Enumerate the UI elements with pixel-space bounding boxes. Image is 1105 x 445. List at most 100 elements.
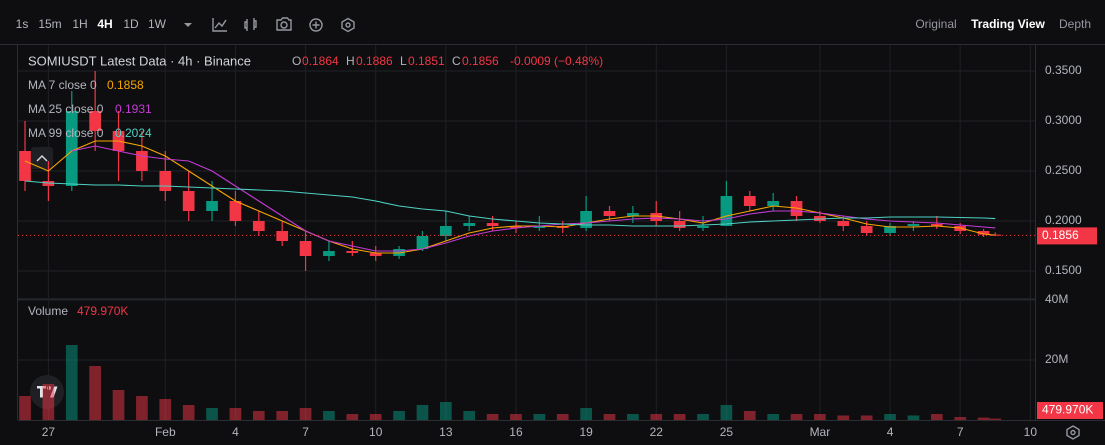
volume-bar (884, 414, 896, 420)
x-tick-label: Feb (155, 425, 176, 439)
collapse-button[interactable] (31, 147, 53, 169)
candle-body (884, 226, 896, 233)
candle-body (463, 223, 476, 226)
volume-bar (182, 405, 195, 420)
candle-body (439, 226, 452, 236)
x-tick-label: 10 (369, 425, 383, 439)
volume-bar (229, 408, 242, 420)
volume-bar (159, 399, 172, 420)
candle-body (767, 201, 779, 206)
volume-bar (416, 405, 429, 420)
volume-bar (533, 414, 546, 420)
x-tick-label: 10 (1024, 425, 1038, 439)
candle-icon[interactable] (244, 18, 257, 31)
interval-button[interactable]: 1W (148, 17, 167, 31)
x-tick-label: 7 (302, 425, 309, 439)
x-tick-label: 25 (720, 425, 734, 439)
x-tick-label: 19 (579, 425, 593, 439)
candle-body (580, 211, 592, 228)
ohlc-value: 0.1851 (408, 54, 445, 68)
volume-bar (393, 411, 405, 420)
volume-bar (697, 414, 709, 420)
candle-body (65, 111, 78, 186)
y-tick-label: 0.3000 (1045, 113, 1082, 127)
volume-bar (369, 414, 382, 420)
volume-bar (837, 415, 850, 420)
camera-icon[interactable] (276, 17, 292, 31)
volume-bar (206, 408, 218, 420)
volume-tick-label: 40M (1045, 292, 1068, 306)
ohlc-key: O (292, 54, 301, 68)
view-tab[interactable]: Depth (1059, 17, 1091, 31)
volume-tick-label: 20M (1045, 352, 1068, 366)
y-tick-label: 0.3500 (1045, 63, 1082, 77)
view-tab[interactable]: Trading View (971, 17, 1045, 31)
volume-bar (323, 411, 335, 420)
add-icon[interactable] (309, 18, 323, 32)
ohlc-value: 0.1864 (302, 54, 339, 68)
candle-body (323, 251, 335, 256)
volume-bar (136, 396, 148, 420)
volume-bar (790, 414, 803, 420)
candle-body (627, 213, 639, 216)
interval-button[interactable]: 15m (38, 17, 61, 31)
last-volume-label: 479.970K (1042, 403, 1093, 417)
candle-body (837, 221, 850, 226)
volume-bar (112, 390, 125, 420)
interval-dropdown[interactable] (184, 23, 192, 27)
legend-name: MA 7 close 0 (28, 78, 97, 92)
candle-body (860, 226, 873, 233)
candle-body (603, 211, 616, 216)
volume-bar (299, 408, 312, 420)
candle-body (276, 231, 289, 241)
interval-button[interactable]: 1H (72, 17, 87, 31)
candle-body (486, 223, 499, 226)
candle-body (650, 213, 663, 221)
candle-body (136, 151, 148, 171)
volume-bar (767, 414, 779, 420)
interval-button[interactable]: 1s (16, 17, 29, 31)
ohlc-key: L (400, 54, 407, 68)
price-change: -0.0009 (−0.48%) (510, 54, 603, 68)
indicator-icon[interactable] (212, 18, 227, 32)
ohlc-key: H (346, 54, 355, 68)
volume-title: Volume (28, 304, 68, 318)
x-tick-label: 7 (957, 425, 964, 439)
candle-body (533, 226, 546, 228)
toolbar-icons (184, 17, 355, 33)
view-tab[interactable]: Original (915, 17, 956, 31)
volume-bar (276, 411, 289, 420)
volume-bar (19, 396, 31, 420)
legend-value: 0.1931 (115, 102, 152, 116)
legend-name: MA 99 close 0 (28, 126, 104, 140)
candle-body (252, 221, 265, 231)
legend-value: 0.1858 (107, 78, 144, 92)
candle-body (697, 226, 709, 228)
volume-bar (743, 411, 756, 420)
volume-bar (580, 408, 592, 420)
volume-bar (603, 414, 616, 420)
settings-icon[interactable] (341, 17, 355, 33)
ohlc-key: C (452, 54, 461, 68)
x-tick-label: 13 (439, 425, 453, 439)
y-tick-label: 0.2000 (1045, 213, 1082, 227)
ohlc-value: 0.1856 (462, 54, 499, 68)
volume-bar (860, 415, 873, 420)
interval-button[interactable]: 1D (123, 17, 139, 31)
x-tick-label: 16 (509, 425, 523, 439)
chart-settings-button[interactable] (1066, 425, 1080, 440)
x-tick-label: 4 (232, 425, 239, 439)
volume-bar (977, 417, 990, 420)
volume-bar (486, 414, 499, 420)
volume-bar (814, 414, 826, 420)
volume-bar (650, 414, 663, 420)
y-tick-label: 0.1500 (1045, 263, 1082, 277)
candle-body (673, 221, 686, 228)
candle-body (206, 201, 218, 211)
x-tick-label: Mar (810, 425, 831, 439)
candle-body (510, 226, 522, 228)
volume-bar (930, 414, 943, 420)
volume-bar (673, 414, 686, 420)
interval-button[interactable]: 4H (97, 17, 112, 31)
ohlc-value: 0.1886 (356, 54, 393, 68)
